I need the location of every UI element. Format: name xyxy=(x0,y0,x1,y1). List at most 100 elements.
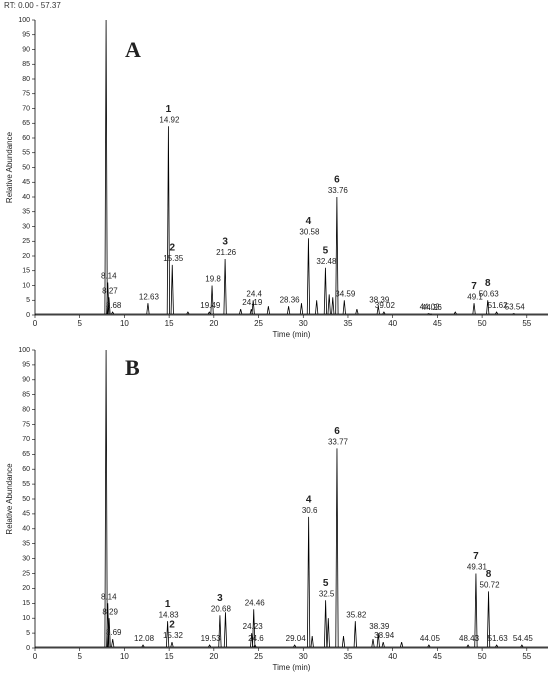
peak xyxy=(427,644,431,648)
peak xyxy=(266,306,270,315)
x-tick-label: 25 xyxy=(254,652,263,661)
x-tick-label: 10 xyxy=(120,652,129,661)
peak-rt-label: 44.05 xyxy=(420,634,441,643)
x-tick-label: 40 xyxy=(388,319,397,328)
peak xyxy=(293,644,297,648)
peak-rt-label: 19.8 xyxy=(205,275,221,284)
y-tick-label: 45 xyxy=(22,179,30,186)
peak xyxy=(382,311,386,315)
peak xyxy=(310,636,314,648)
peak xyxy=(210,285,214,315)
x-tick-label: 30 xyxy=(299,652,308,661)
peak xyxy=(495,311,499,315)
peak-rt-label: 49.1 xyxy=(467,292,483,301)
y-tick-label: 90 xyxy=(22,46,30,53)
header: RT: 0.00 - 57.37 xyxy=(4,1,61,10)
y-tick-label: 5 xyxy=(26,630,30,637)
peak-rt-label: 54.45 xyxy=(513,634,534,643)
x-tick-label: 55 xyxy=(522,652,531,661)
peak xyxy=(324,600,328,648)
peak xyxy=(207,311,211,315)
x-axis-title: Time (min) xyxy=(273,330,311,339)
peak-rt-label: 12.08 xyxy=(134,634,155,643)
peak xyxy=(495,644,499,648)
peak xyxy=(376,306,380,315)
peak xyxy=(486,591,491,648)
peak-rt-label: 8.29 xyxy=(102,607,118,616)
y-tick-label: 80 xyxy=(22,406,30,413)
peak-number: 7 xyxy=(471,281,477,292)
peak-number: 6 xyxy=(334,175,340,186)
peak xyxy=(223,612,228,648)
peak-rt-label: 24.46 xyxy=(245,598,266,607)
y-tick-label: 50 xyxy=(22,496,30,503)
peak-rt-label: 32.48 xyxy=(316,257,337,266)
peak-rt-label: 8.14 xyxy=(101,272,117,281)
peak-rt-label: 8.27 xyxy=(102,286,118,295)
peak-rt-label: 50.63 xyxy=(479,289,500,298)
peak-number: 8 xyxy=(485,278,491,289)
peak xyxy=(286,306,291,315)
peak-rt-label: 8.14 xyxy=(101,592,117,601)
y-tick-label: 30 xyxy=(22,223,30,230)
peak xyxy=(253,644,257,648)
peak-number: 2 xyxy=(169,242,175,253)
peak xyxy=(170,264,174,315)
peak-number: 2 xyxy=(169,620,175,631)
peak xyxy=(306,238,311,315)
peak-rt-label: 15.35 xyxy=(163,254,184,263)
peak xyxy=(335,196,339,315)
peak-rt-label: 38.39 xyxy=(369,622,390,631)
x-tick-label: 0 xyxy=(33,319,38,328)
y-tick-label: 95 xyxy=(22,32,30,39)
peak xyxy=(355,309,359,315)
x-tick-label: 20 xyxy=(209,319,218,328)
peak xyxy=(111,311,115,315)
peak xyxy=(107,297,111,315)
peak xyxy=(327,294,331,315)
peak-rt-label: 14.83 xyxy=(159,610,180,619)
y-tick-label: 15 xyxy=(22,268,30,275)
peak xyxy=(323,267,328,315)
peak xyxy=(474,573,478,648)
peak-number: 4 xyxy=(306,216,312,227)
y-tick-label: 85 xyxy=(22,61,30,68)
peak xyxy=(376,633,380,648)
peak-rt-label: 24.6 xyxy=(248,634,264,643)
peak-rt-label: 32.5 xyxy=(319,589,335,598)
peak-rt-label: 19.53 xyxy=(201,634,222,643)
peak xyxy=(326,618,330,648)
y-tick-label: 20 xyxy=(22,585,30,592)
peak xyxy=(307,516,311,648)
peak-number: 1 xyxy=(165,599,171,610)
y-tick-label: 0 xyxy=(26,645,30,652)
peak-rt-label: 30.58 xyxy=(299,227,320,236)
peak-rt-label: 33.77 xyxy=(328,437,349,446)
x-tick-label: 40 xyxy=(388,652,397,661)
peak xyxy=(520,644,524,648)
y-tick-label: 60 xyxy=(22,135,30,142)
y-tick-label: 60 xyxy=(22,466,30,473)
peak xyxy=(371,639,375,648)
x-tick-label: 20 xyxy=(209,652,218,661)
peak-number: 1 xyxy=(166,104,172,115)
peak xyxy=(331,297,335,315)
peak-number: 6 xyxy=(334,426,340,437)
y-tick-label: 75 xyxy=(22,91,30,98)
x-tick-label: 35 xyxy=(344,652,353,661)
peak-number: 8 xyxy=(486,569,492,580)
x-tick-label: 0 xyxy=(33,652,38,661)
y-tick-label: 50 xyxy=(22,164,30,171)
peak-rt-label: 15.32 xyxy=(163,631,184,640)
peak xyxy=(353,621,357,648)
y-tick-label: 40 xyxy=(22,194,30,201)
y-tick-label: 95 xyxy=(22,362,30,369)
peak-rt-label: 30.6 xyxy=(302,506,318,515)
peak xyxy=(208,644,212,648)
peak-rt-label: 28.36 xyxy=(280,295,301,304)
y-tick-label: 25 xyxy=(22,238,30,245)
peak xyxy=(335,448,339,648)
y-tick-label: 20 xyxy=(22,253,30,260)
x-tick-label: 55 xyxy=(522,319,531,328)
